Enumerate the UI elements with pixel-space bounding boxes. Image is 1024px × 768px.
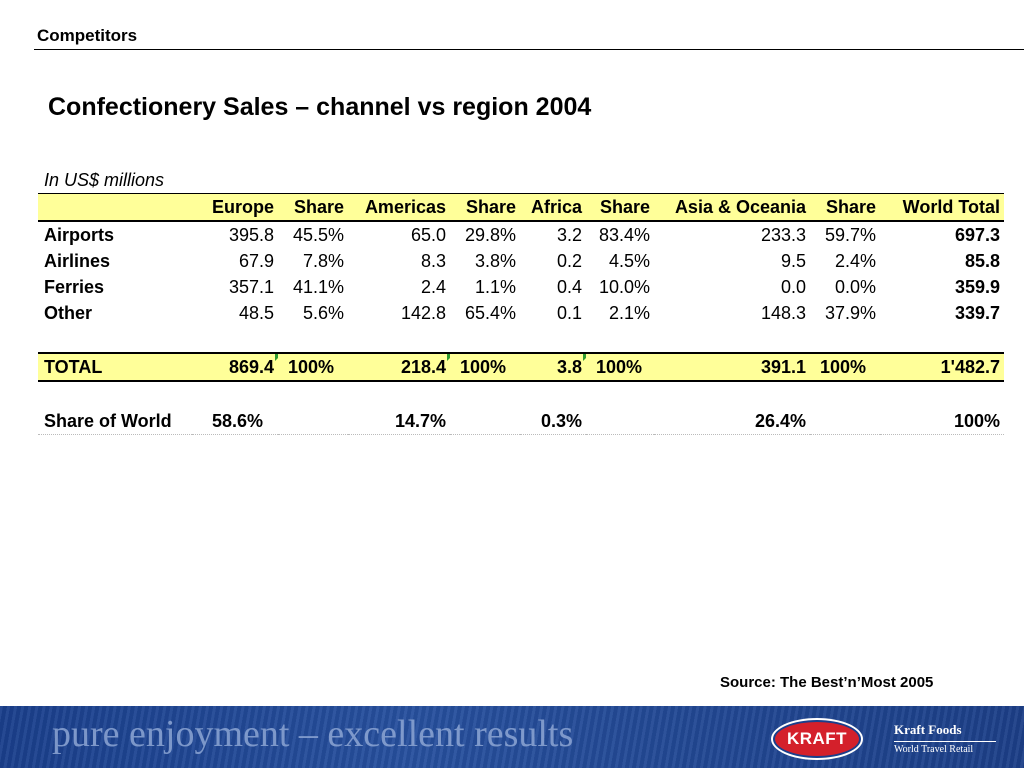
cell: 8.3: [420, 250, 446, 271]
cell: 45.5%: [292, 224, 344, 245]
cell: 37.9%: [824, 302, 876, 323]
cell: 65.0: [410, 224, 446, 245]
cell-world-total: 339.7: [954, 302, 1000, 323]
total-cell-world: 1'482.7: [880, 352, 1004, 382]
total-cell: 391.1: [654, 352, 810, 382]
table-row: Airports 395.8 45.5% 65.0 29.8% 3.2 83.4…: [38, 221, 1004, 248]
cell: 4.5%: [608, 250, 650, 271]
cell: 29.8%: [464, 224, 516, 245]
cell: 9.5: [780, 250, 806, 271]
share-cell: [278, 408, 348, 435]
table-row: Other 48.5 5.6% 142.8 65.4% 0.1 2.1% 148…: [38, 300, 1004, 326]
column-header-americas: Americas: [348, 193, 450, 222]
cell: 142.8: [400, 302, 446, 323]
cell: 395.8: [228, 224, 274, 245]
cell: 0.1: [556, 302, 582, 323]
cell: 7.8%: [302, 250, 344, 271]
total-label: TOTAL: [38, 352, 192, 382]
column-header-share: Share: [586, 193, 654, 222]
row-label: Ferries: [44, 276, 105, 297]
column-header: [38, 193, 192, 222]
row-label: Airlines: [44, 250, 111, 271]
cell: 10.0%: [598, 276, 650, 297]
header-divider: [34, 49, 1024, 50]
kraft-logo: KRAFT: [771, 718, 863, 760]
brand-subtitle: World Travel Retail: [894, 744, 974, 755]
brand-name: Kraft Foods: [894, 722, 962, 737]
brand-block: Kraft Foods World Travel Retail: [894, 722, 996, 755]
cell: 48.5: [238, 302, 274, 323]
footer-banner: pure enjoyment – excellent results KRAFT…: [0, 706, 1024, 768]
section-label: Competitors: [37, 26, 138, 45]
gap-row: [38, 380, 1004, 408]
sales-table: Europe Share Americas Share Africa Share…: [38, 193, 1004, 435]
cell: 357.1: [228, 276, 274, 297]
kraft-logo-text: KRAFT: [786, 729, 848, 748]
cell: 2.4: [420, 276, 446, 297]
cell-world-total: 85.8: [964, 250, 1000, 271]
cell: 0.0: [780, 276, 806, 297]
share-of-world-row: Share of World 58.6% 14.7% 0.3% 26.4% 10…: [38, 408, 1004, 435]
column-header-asia-oceania: Asia & Oceania: [654, 193, 810, 222]
source-note: Source: The Best’n’Most 2005: [720, 674, 934, 691]
cell: 65.4%: [464, 302, 516, 323]
share-label: Share of World: [38, 408, 192, 435]
share-cell: [810, 408, 880, 435]
cell: 2.4%: [834, 250, 876, 271]
total-cell: 3.8: [520, 352, 590, 382]
share-cell: 26.4%: [654, 408, 810, 435]
total-row: TOTAL 869.4 100% 218.4 100% 3.8 100% 391…: [38, 352, 1004, 382]
total-cell: 869.4: [192, 352, 282, 382]
cell: 148.3: [760, 302, 806, 323]
cell: 41.1%: [292, 276, 344, 297]
share-cell: 14.7%: [348, 408, 450, 435]
cell: 0.0%: [834, 276, 876, 297]
cell: 5.6%: [302, 302, 344, 323]
column-header-share: Share: [450, 193, 520, 222]
spacer-row: [38, 326, 1004, 353]
table-row: Ferries 357.1 41.1% 2.4 1.1% 0.4 10.0% 0…: [38, 274, 1004, 300]
cell: 67.9: [238, 250, 274, 271]
table-row: Airlines 67.9 7.8% 8.3 3.8% 0.2 4.5% 9.5…: [38, 248, 1004, 274]
column-header-europe: Europe: [192, 193, 278, 222]
cell: 233.3: [760, 224, 806, 245]
cell: 1.1%: [474, 276, 516, 297]
column-header-africa: Africa: [520, 193, 586, 222]
kraft-logo-oval: KRAFT: [773, 720, 861, 758]
row-label: Airports: [44, 224, 115, 245]
brand-divider: [894, 741, 996, 742]
cell: 3.2: [556, 224, 582, 245]
cell-world-total: 359.9: [954, 276, 1000, 297]
total-cell: 100%: [450, 352, 520, 382]
share-cell: [450, 408, 520, 435]
share-cell: 0.3%: [520, 408, 586, 435]
cell: 59.7%: [824, 224, 876, 245]
cell: 3.8%: [474, 250, 516, 271]
cell: 83.4%: [598, 224, 650, 245]
unit-note: In US$ millions: [44, 170, 165, 190]
share-cell: 58.6%: [192, 408, 278, 435]
column-header-share: Share: [278, 193, 348, 222]
total-cell: 100%: [586, 352, 654, 382]
slide-title: Confectionery Sales – channel vs region …: [48, 93, 592, 121]
cell-world-total: 697.3: [954, 224, 1000, 245]
share-cell: [586, 408, 654, 435]
column-header-share: Share: [810, 193, 880, 222]
total-cell: 100%: [278, 352, 348, 382]
total-cell: 218.4: [348, 352, 454, 382]
table-header-row: Europe Share Americas Share Africa Share…: [38, 193, 1004, 222]
cell: 0.2: [556, 250, 582, 271]
tagline: pure enjoyment – excellent results: [52, 713, 574, 755]
cell: 2.1%: [608, 302, 650, 323]
share-cell-world: 100%: [880, 408, 1004, 435]
cell: 0.4: [556, 276, 582, 297]
total-cell: 100%: [810, 352, 880, 382]
column-header-world-total: World Total: [880, 193, 1004, 222]
row-label: Other: [44, 302, 93, 323]
